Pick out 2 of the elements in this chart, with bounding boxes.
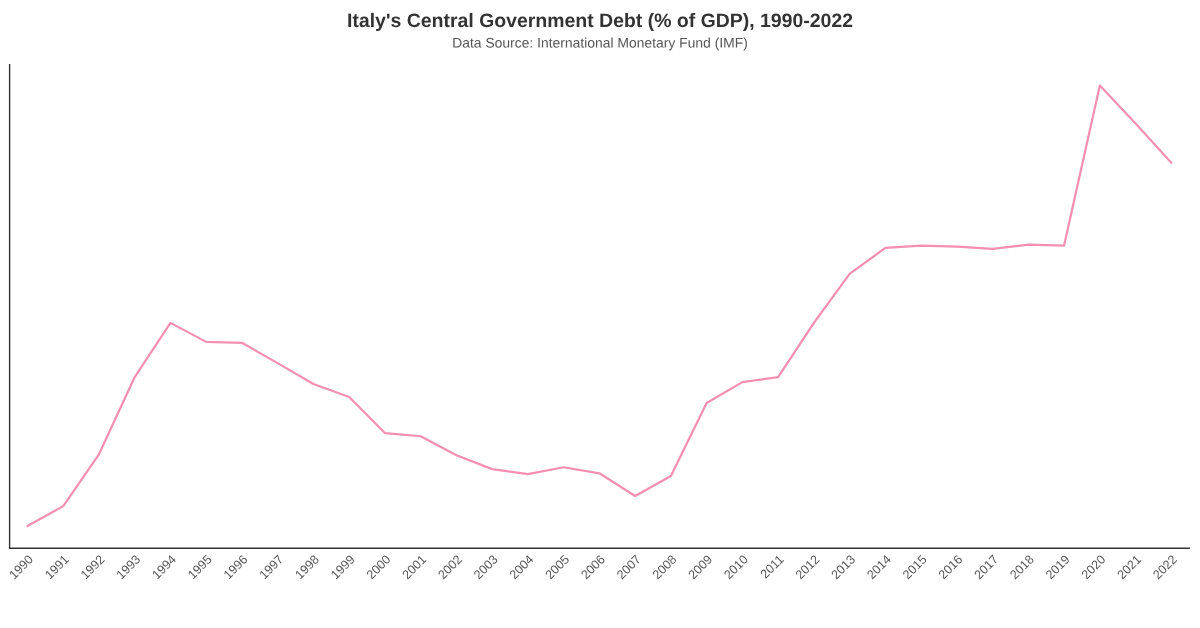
chart-title: Italy's Central Government Debt (% of GDP), 1990-2022 (348, 12, 853, 32)
chart-subtitle: Data Source: International Monetary Fund (IMF) (453, 37, 747, 51)
